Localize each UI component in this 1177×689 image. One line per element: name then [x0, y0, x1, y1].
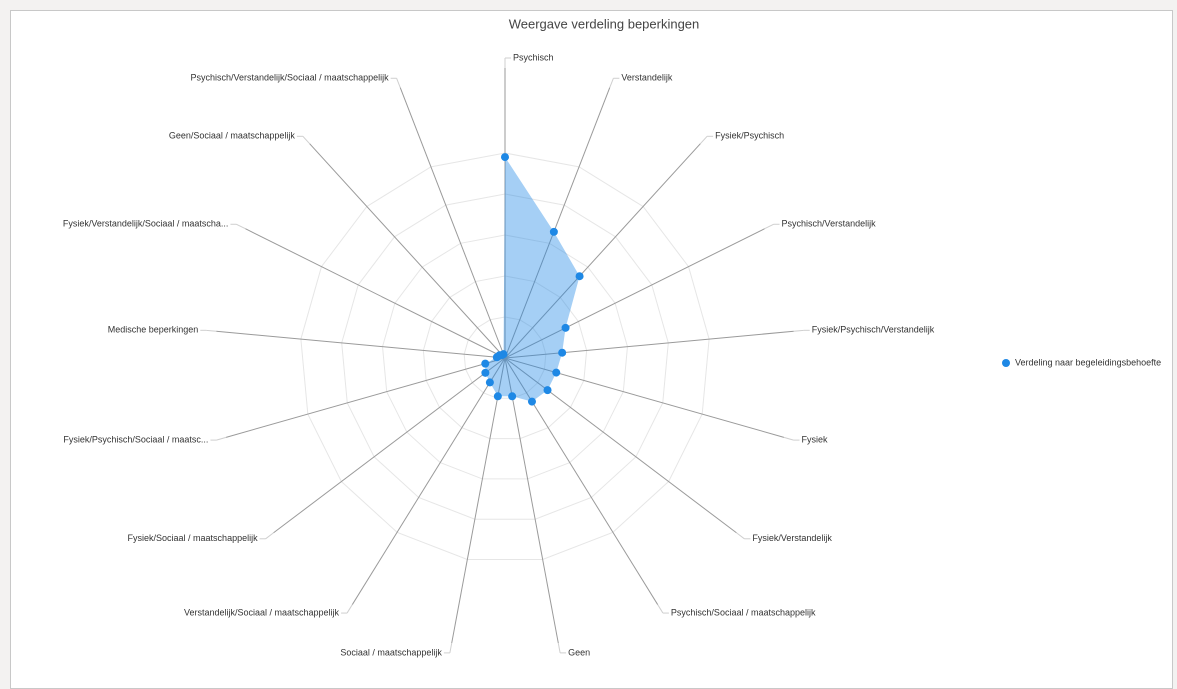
data-point	[552, 368, 561, 377]
axis-label: Fysiek/Sociaal / maatschappelijk	[128, 533, 259, 543]
data-point	[499, 350, 508, 359]
axis-line	[504, 357, 737, 534]
axis-line	[451, 357, 506, 644]
label-leader	[793, 329, 804, 332]
axis-line	[216, 330, 506, 359]
label-leader	[657, 604, 664, 614]
axis-label: Medische beperkingen	[108, 325, 199, 335]
data-point	[549, 227, 558, 236]
axis-label: Psychisch/Sociaal / maatschappelijk	[671, 607, 816, 617]
data-point	[493, 392, 502, 401]
label-leader	[346, 604, 353, 614]
axis-label: Geen/Sociaal / maatschappelijk	[169, 131, 296, 141]
data-point	[481, 368, 490, 377]
data-point	[527, 397, 536, 406]
label-leader	[396, 78, 401, 88]
axis-line	[309, 143, 506, 359]
axis-line	[504, 228, 765, 359]
axis-line	[504, 357, 559, 644]
data-point	[481, 359, 490, 368]
grid-ring	[463, 316, 547, 399]
legend-label: Verdeling naar begeleidingsbehoefte	[1015, 357, 1161, 367]
axis-label: Sociaal / maatschappelijk	[340, 647, 442, 657]
label-leader	[236, 223, 246, 230]
grid-ring	[422, 275, 588, 440]
axis-label: Fysiek/Verstandelijk/Sociaal / maatscha.…	[63, 219, 229, 229]
axis-line	[504, 330, 794, 359]
label-leader	[265, 532, 274, 540]
axis-label: Verstandelijk	[621, 73, 673, 83]
axis-line	[225, 357, 506, 438]
axis-label: Fysiek/Psychisch/Sociaal / maatsc...	[63, 434, 208, 444]
label-leader	[764, 223, 774, 230]
axis-label: Fysiek/Psychisch/Verstandelijk	[812, 325, 935, 335]
axis-line	[504, 357, 785, 438]
legend-marker	[1002, 359, 1010, 367]
axis-line	[273, 357, 506, 534]
axis-label: Psychisch	[513, 52, 554, 62]
label-leader	[216, 436, 227, 441]
axis-line	[504, 87, 611, 359]
label-leader	[449, 642, 453, 653]
label-leader	[206, 329, 217, 332]
data-point	[575, 272, 584, 281]
grid-ring	[300, 152, 710, 561]
label-leader	[783, 436, 794, 441]
data-point	[543, 386, 552, 395]
axis-label: Geen	[568, 647, 590, 657]
chart-title: Weergave verdeling beperkingen	[509, 16, 700, 31]
axis-line	[351, 357, 506, 605]
axis-label: Fysiek	[802, 434, 829, 444]
label-leader	[736, 532, 745, 540]
series-area	[485, 157, 580, 402]
axis-line	[399, 87, 506, 359]
data-point	[561, 323, 570, 332]
label-leader	[557, 642, 561, 653]
grid-ring	[341, 193, 669, 520]
data-point	[558, 348, 567, 357]
axis-label: Psychisch/Verstandelijk	[782, 219, 877, 229]
label-leader	[302, 135, 310, 145]
label-leader	[609, 78, 614, 88]
data-point	[508, 392, 517, 401]
data-point	[485, 378, 494, 387]
axis-line	[504, 143, 701, 359]
data-point	[501, 153, 509, 162]
grid-ring	[382, 234, 628, 480]
label-leader	[700, 135, 708, 145]
axis-line	[245, 228, 506, 359]
axis-label: Fysiek/Psychisch	[715, 131, 784, 141]
axis-label: Fysiek/Verstandelijk	[752, 533, 832, 543]
axis-label: Psychisch/Verstandelijk/Sociaal / maatsc…	[191, 73, 390, 83]
axis-label: Verstandelijk/Sociaal / maatschappelijk	[184, 607, 340, 617]
